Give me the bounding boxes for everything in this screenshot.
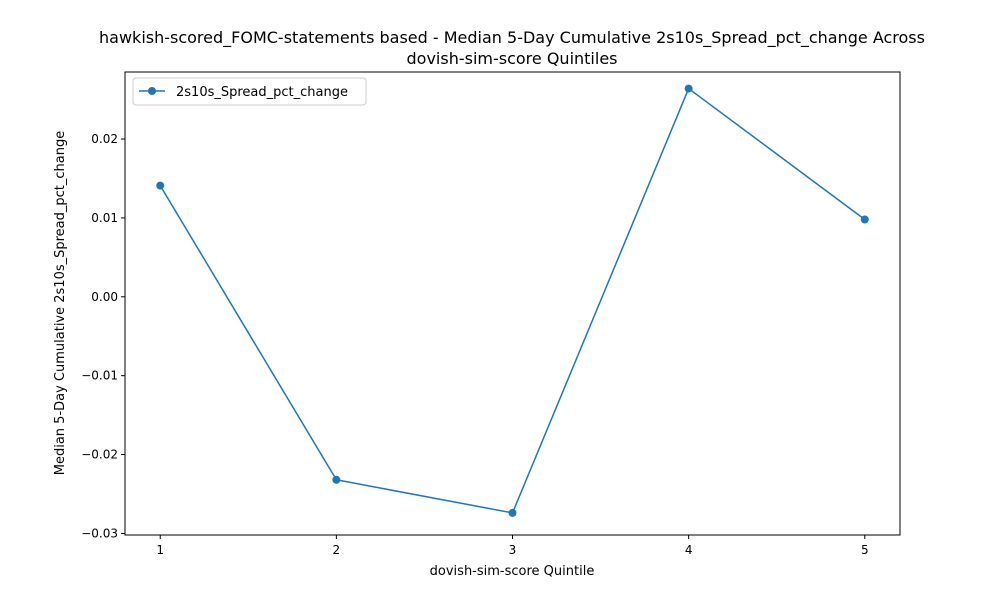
y-tick-label: 0.00	[91, 290, 118, 304]
series-layer	[156, 84, 869, 517]
y-tick-label: 0.01	[91, 211, 118, 225]
series-line	[159, 87, 866, 514]
chart-title-line-1: hawkish-scored_FOMC-statements based - M…	[99, 28, 925, 48]
x-tick-label: 2	[333, 543, 341, 557]
y-axis-label: Median 5-Day Cumulative 2s10s_Spread_pct…	[53, 131, 68, 476]
legend-marker-swatch	[148, 87, 156, 95]
legend: 2s10s_Spread_pct_change	[132, 77, 367, 106]
y-tick-label: 0.02	[91, 132, 118, 146]
data-point	[508, 508, 517, 517]
data-point	[156, 181, 165, 190]
x-tick-label: 1	[156, 543, 164, 557]
x-tick-label: 3	[509, 543, 517, 557]
x-tick-label: 4	[685, 543, 693, 557]
data-point	[684, 84, 693, 93]
legend-box	[132, 77, 367, 106]
data-point	[860, 215, 869, 224]
x-axis-label: dovish-sim-score Quintile	[430, 564, 595, 579]
data-point	[332, 475, 341, 484]
chart-title-line-2: dovish-sim-score Quintiles	[407, 49, 618, 68]
y-tick-label: −0.01	[81, 369, 118, 383]
y-tick-label: −0.03	[81, 526, 118, 540]
x-tick-label: 5	[861, 543, 869, 557]
y-tick-label: −0.02	[81, 448, 118, 462]
plot-area-frame	[124, 71, 901, 536]
y-axis: −0.03 −0.02 −0.01 0.00 0.01 0.02	[81, 132, 125, 540]
legend-entry-label: 2s10s_Spread_pct_change	[176, 85, 348, 100]
x-axis: 1 2 3 4 5	[156, 535, 869, 557]
